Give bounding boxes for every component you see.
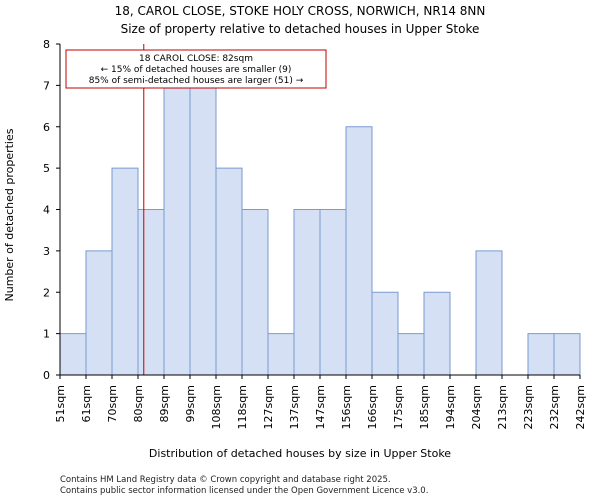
y-tick-label: 2 bbox=[43, 286, 50, 299]
x-tick-label: 127sqm bbox=[262, 385, 275, 429]
y-tick-label: 1 bbox=[43, 328, 50, 341]
x-tick-label: 89sqm bbox=[158, 385, 171, 422]
x-tick-label: 194sqm bbox=[444, 385, 457, 429]
annotation-line-2: ← 15% of detached houses are smaller (9) bbox=[101, 65, 292, 75]
y-axis-ticks: 0 1 2 3 4 5 6 7 8 bbox=[43, 38, 60, 382]
footer-line-2: Contains public sector information licen… bbox=[60, 486, 428, 496]
x-tick-label: 242sqm bbox=[574, 385, 587, 429]
x-tick-label: 204sqm bbox=[470, 385, 483, 429]
x-tick-label: 70sqm bbox=[106, 385, 119, 422]
x-tick-label: 118sqm bbox=[236, 385, 249, 429]
footer-line-1: Contains HM Land Registry data © Crown c… bbox=[60, 475, 391, 485]
x-tick-label: 175sqm bbox=[392, 385, 405, 429]
histogram-bar bbox=[189, 84, 217, 376]
histogram-bar bbox=[475, 250, 503, 376]
histogram-bar bbox=[527, 333, 555, 376]
histogram-bar bbox=[59, 333, 87, 376]
x-tick-label: 156sqm bbox=[340, 385, 353, 429]
histogram-bar bbox=[241, 209, 269, 376]
histogram-bar bbox=[137, 209, 165, 376]
x-tick-label: 213sqm bbox=[496, 385, 509, 429]
histogram-bar bbox=[215, 167, 243, 376]
y-tick-label: 8 bbox=[43, 38, 50, 51]
histogram-bar bbox=[345, 126, 373, 376]
x-tick-label: 223sqm bbox=[522, 385, 535, 429]
x-tick-label: 51sqm bbox=[54, 385, 67, 422]
y-tick-label: 0 bbox=[43, 369, 50, 382]
x-tick-label: 232sqm bbox=[548, 385, 561, 429]
annotation-line-1: 18 CAROL CLOSE: 82sqm bbox=[139, 54, 253, 64]
x-tick-label: 61sqm bbox=[80, 385, 93, 422]
chart-subtitle: Size of property relative to detached ho… bbox=[121, 22, 480, 36]
x-axis-ticks: 51sqm 61sqm 70sqm 80sqm 89sqm 99sqm 108sqm 118s… bbox=[54, 375, 587, 429]
y-tick-label: 6 bbox=[43, 121, 50, 134]
histogram-bar bbox=[397, 333, 425, 376]
histogram-bar bbox=[85, 250, 113, 376]
y-axis-label: Number of detached properties bbox=[3, 128, 16, 301]
annotation-line-3: 85% of semi-detached houses are larger (… bbox=[89, 76, 304, 86]
histogram-bar bbox=[293, 209, 321, 376]
annotation-frame bbox=[65, 49, 327, 89]
histogram-bar bbox=[553, 333, 581, 376]
histogram-bar bbox=[371, 291, 399, 376]
annotation-box: 18 CAROL CLOSE: 82sqm ← 15% of detached … bbox=[65, 49, 327, 89]
x-tick-label: 108sqm bbox=[210, 385, 223, 429]
x-tick-label: 166sqm bbox=[366, 385, 379, 429]
x-tick-label: 80sqm bbox=[132, 385, 145, 422]
y-tick-label: 4 bbox=[43, 204, 50, 217]
y-tick-label: 7 bbox=[43, 79, 50, 92]
y-tick-label: 5 bbox=[43, 162, 50, 175]
x-tick-label: 147sqm bbox=[314, 385, 327, 429]
histogram-bar bbox=[423, 291, 451, 376]
histogram-bar bbox=[319, 209, 347, 376]
x-tick-label: 185sqm bbox=[418, 385, 431, 429]
y-tick-label: 3 bbox=[43, 245, 50, 258]
x-axis-label: Distribution of detached houses by size … bbox=[149, 447, 451, 460]
x-tick-label: 137sqm bbox=[288, 385, 301, 429]
bars-group bbox=[59, 84, 581, 376]
chart-title: 18, CAROL CLOSE, STOKE HOLY CROSS, NORWI… bbox=[115, 4, 486, 18]
histogram-bar bbox=[111, 167, 139, 376]
histogram-bar bbox=[267, 333, 295, 376]
x-tick-label: 99sqm bbox=[184, 385, 197, 422]
histogram-bar bbox=[163, 84, 191, 376]
